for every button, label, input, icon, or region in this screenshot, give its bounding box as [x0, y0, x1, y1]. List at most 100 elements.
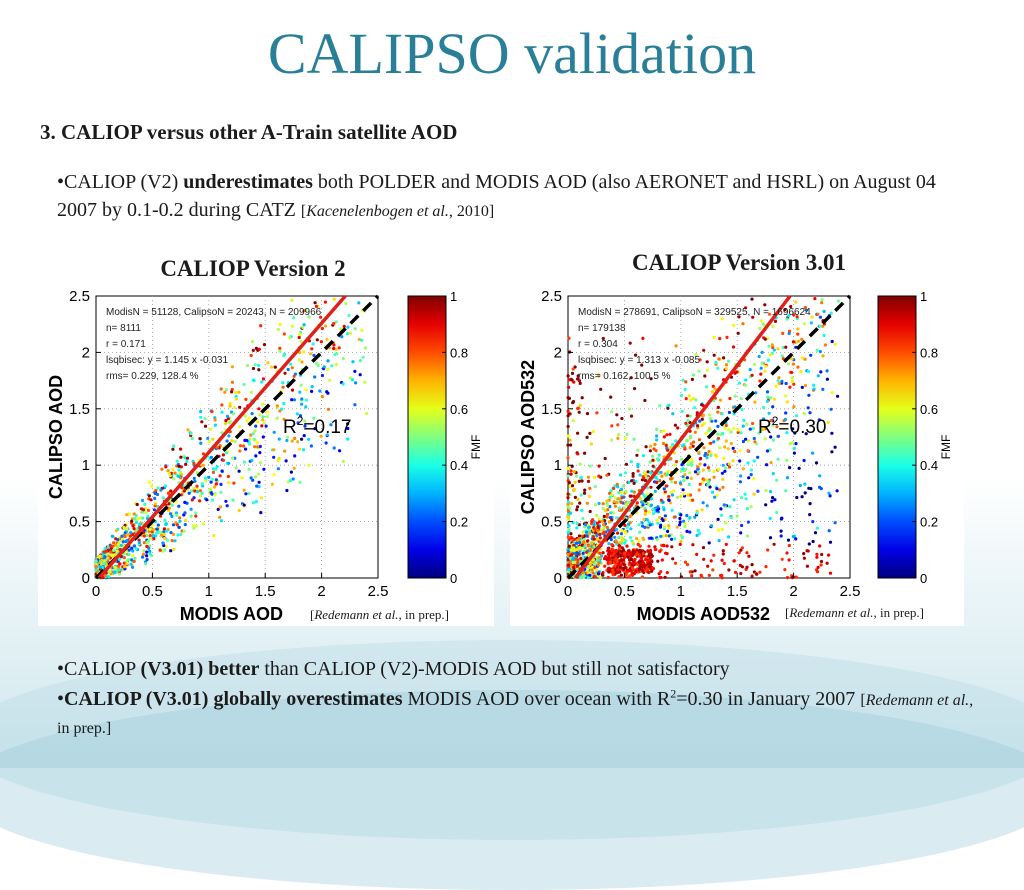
data-point [710, 419, 714, 423]
data-point [303, 424, 307, 428]
data-point [102, 550, 106, 554]
data-point [201, 484, 205, 488]
data-point [297, 447, 301, 451]
data-point [692, 406, 697, 410]
data-point [705, 504, 709, 508]
data-point [634, 353, 638, 357]
data-point [695, 533, 699, 537]
data-point [643, 558, 648, 562]
data-point [784, 411, 788, 415]
data-point [712, 353, 716, 357]
data-point [811, 539, 815, 544]
data-point [689, 398, 693, 402]
data-point [206, 436, 210, 440]
data-point [301, 325, 305, 329]
data-point [106, 560, 110, 564]
data-point [576, 452, 580, 456]
data-point [731, 459, 735, 463]
data-point [632, 490, 636, 494]
data-point [201, 522, 205, 526]
data-point [636, 469, 640, 473]
data-point [631, 567, 635, 571]
data-point [332, 297, 336, 301]
data-point [709, 559, 713, 563]
data-point [232, 412, 236, 416]
data-point [717, 539, 721, 543]
data-point [813, 297, 817, 301]
data-point [770, 343, 774, 347]
data-point [259, 324, 263, 328]
data-point [240, 476, 244, 480]
data-point [630, 573, 634, 577]
data-point [785, 576, 790, 580]
data-point [190, 498, 194, 502]
data-point [759, 319, 763, 323]
data-point [639, 496, 643, 501]
data-point [714, 360, 718, 364]
data-point [794, 442, 798, 446]
data-point [735, 370, 739, 374]
data-point [247, 467, 251, 471]
data-point [821, 324, 825, 328]
data-point [796, 327, 800, 331]
data-point [165, 529, 169, 533]
data-point [658, 549, 662, 553]
data-point [816, 312, 820, 316]
data-point [745, 534, 749, 538]
data-point [575, 538, 580, 542]
data-point [299, 340, 303, 344]
data-point [603, 564, 607, 568]
data-point [719, 398, 723, 402]
data-point [192, 526, 196, 530]
data-point [237, 390, 241, 394]
data-point [702, 421, 706, 425]
data-point [815, 555, 819, 559]
y-tick-label: 0.5 [69, 514, 90, 531]
data-point [673, 423, 677, 427]
data-point [238, 444, 243, 448]
data-point [220, 431, 224, 435]
data-point [617, 536, 621, 540]
data-point [265, 415, 269, 419]
data-point [200, 420, 204, 424]
data-point [719, 507, 723, 511]
data-point [177, 504, 181, 508]
data-point [588, 547, 592, 551]
data-point [601, 336, 605, 341]
data-point [130, 519, 134, 523]
data-point [162, 532, 166, 537]
data-point [282, 417, 286, 421]
data-point [302, 350, 306, 354]
data-point [780, 379, 784, 383]
data-point [257, 368, 261, 372]
data-point [591, 429, 595, 434]
data-point [635, 501, 639, 505]
data-point [679, 494, 683, 499]
colorbar-tick-label: 0 [920, 571, 927, 586]
data-point [648, 555, 653, 559]
bullet-text: MODIS AOD over ocean with R [402, 688, 671, 710]
data-point [94, 559, 98, 563]
data-point [333, 352, 337, 357]
data-point [602, 526, 606, 530]
data-point [167, 472, 171, 476]
data-point [636, 542, 640, 546]
data-point [575, 541, 579, 545]
data-point [230, 380, 235, 384]
data-point [674, 460, 679, 464]
colorbar-tick-label: 0.2 [920, 515, 938, 530]
colorbar-label: FMF [469, 435, 483, 460]
data-point [700, 508, 704, 512]
data-point [175, 523, 179, 527]
data-point [683, 472, 687, 477]
data-point [665, 544, 669, 548]
data-point [693, 515, 697, 519]
data-point [186, 428, 190, 432]
data-point [649, 497, 654, 501]
data-point [767, 344, 771, 348]
data-point [211, 437, 215, 441]
data-point [221, 458, 225, 462]
data-point [707, 468, 711, 473]
data-point [613, 504, 618, 508]
data-point [699, 456, 703, 461]
